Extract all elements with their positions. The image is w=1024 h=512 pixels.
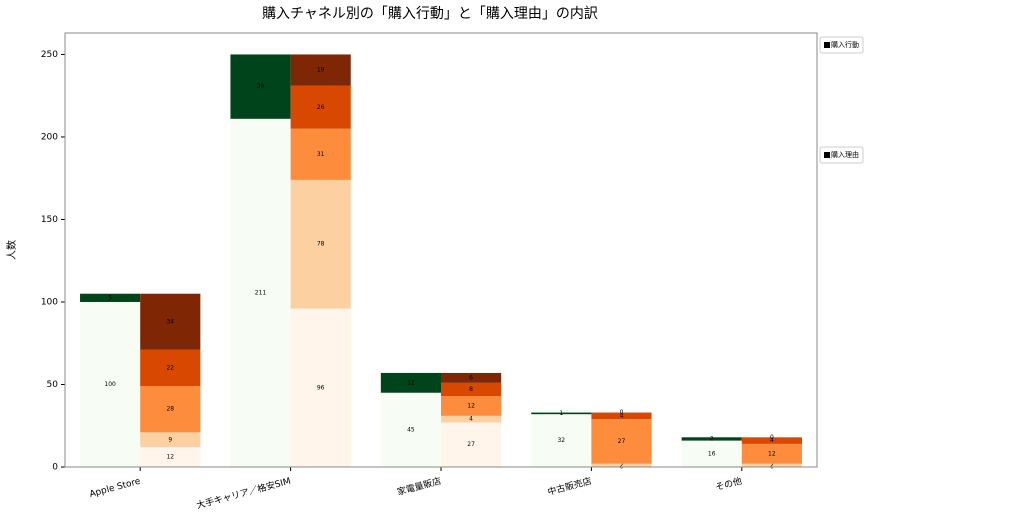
legend-box [819,146,864,164]
value-label: 2 [620,462,624,469]
bar-segment [681,440,742,467]
value-label: 19 [317,67,325,74]
legend-label: 購入行動 [831,40,859,49]
value-label: 12 [166,454,174,461]
plot-frame [64,32,818,468]
y-tick-label: 100 [41,297,58,307]
bar-segment [380,392,441,467]
bar-segment [290,54,351,86]
bar-segment [290,308,351,467]
bar-segment [441,372,502,383]
value-label: 96 [317,384,325,391]
chart-title: 購入チャネル別の「購入行動」と「購入理由」の内訳 [262,6,598,22]
bar-segment [591,463,652,467]
y-tick-label: 200 [41,132,58,142]
value-label: 32 [557,437,565,444]
legend-swatch [824,152,830,158]
y-tick-label: 250 [41,50,58,60]
bar-segment [380,372,441,393]
x-tick-label: Apple Store [89,477,143,500]
value-label: 2 [710,435,714,442]
bar-segment [230,118,291,468]
bar-segment [140,349,201,387]
bar-segment [140,386,201,433]
legend-swatch [824,42,830,48]
bar-segment [140,432,201,448]
x-tick-label: 家電量販店 [396,475,443,498]
bar-segment [741,443,802,464]
bar-segment [441,382,502,397]
bar-segment [741,437,802,444]
value-label: 211 [255,289,267,296]
bar-segment [531,414,592,467]
value-label: 12 [467,402,475,409]
bar-segment [80,301,141,467]
bar-segment [591,419,652,464]
y-tick-label: 150 [41,215,58,225]
value-label: 4 [469,416,473,423]
bar-segment [290,179,351,309]
legend-box [819,36,864,54]
value-label: 6 [469,374,473,381]
bar-segment [441,396,502,416]
value-label: 4 [620,412,624,419]
value-label: 28 [166,406,174,413]
y-tick-label: 0 [52,463,58,473]
x-tick-label: 中古販売店 [546,475,593,498]
value-label: 4 [770,437,774,444]
bar-segment [531,412,592,415]
legend-label: 購入理由 [831,150,859,159]
value-label: 5 [108,294,112,301]
value-label: 22 [166,364,174,371]
bar-segment [741,463,802,467]
value-label: 45 [407,426,415,433]
y-tick-label: 50 [47,380,59,390]
bar-segment [80,293,141,302]
value-label: 8 [469,386,473,393]
value-label: 27 [618,438,626,445]
bar-segment [290,85,351,129]
bar-segment [441,422,502,467]
bar-segment [441,415,502,423]
value-label: 100 [104,381,116,388]
bar-segment [230,54,291,119]
value-label: 9 [168,436,172,443]
value-label: 12 [407,379,415,386]
bar-segment [591,412,652,420]
value-label: 2 [770,462,774,469]
value-label: 16 [708,450,716,457]
bar-segment [140,293,201,350]
value-label: 0 [770,434,774,441]
y-axis-label: 人数 [5,240,18,260]
value-label: 34 [166,318,174,325]
value-label: 78 [317,241,325,248]
bar-segment [290,128,351,180]
value-label: 31 [317,151,325,158]
value-label: 1 [559,410,563,417]
value-label: 12 [768,450,776,457]
x-tick-label: 大手キャリア／格安SIM [195,475,292,512]
value-label: 39 [257,83,265,90]
value-label: 27 [467,441,475,448]
value-label: 26 [317,104,325,111]
bar-segment [681,437,742,441]
x-tick-label: その他 [714,475,743,494]
value-label: 0 [620,409,624,416]
bar-segment [140,447,201,467]
